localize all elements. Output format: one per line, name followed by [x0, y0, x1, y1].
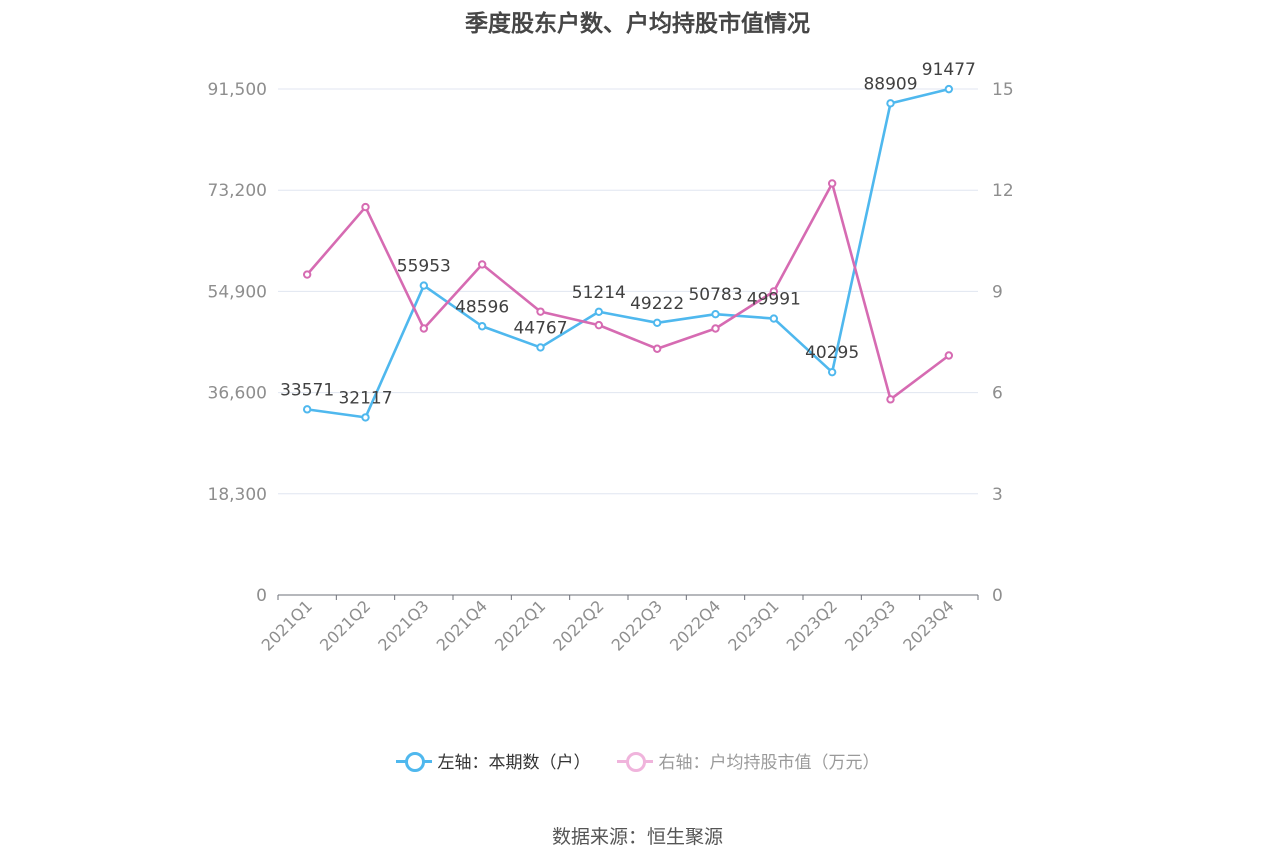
y-right-tick-label: 12 [992, 181, 1014, 201]
x-tick-label: 2023Q2 [783, 596, 841, 654]
series-point-right [536, 307, 545, 316]
x-tick-label: 2021Q2 [316, 596, 374, 654]
y-right-tick-label: 9 [992, 282, 1003, 302]
y-left-tick-label: 54,900 [208, 282, 267, 302]
axes: 0 0 18,300 3 36,600 6 54,900 9 73,200 12 91,500 15 2… [208, 80, 1014, 655]
series-point-right [652, 344, 662, 353]
legend-right-label: 右轴：户均持股市值（万元） [658, 753, 880, 773]
x-tick-label: 2022Q4 [666, 596, 724, 654]
series-point-right [302, 270, 312, 279]
y-right-tick-label: 0 [992, 586, 1003, 606]
y-left-tick-label: 0 [256, 586, 267, 606]
series-point-right [711, 324, 720, 333]
data-label: 40295 [805, 343, 859, 363]
series-point-right [944, 351, 954, 360]
y-left-tick-label: 91,500 [208, 80, 267, 100]
x-tick-label: 2021Q3 [374, 596, 432, 654]
data-label: 33571 [280, 380, 334, 400]
legend-item-left-axis[interactable]: 左轴：本期数（户） [395, 748, 591, 773]
series-point-left [886, 99, 895, 108]
chart-title: 季度股东户数、户均持股市值情况 [465, 11, 810, 37]
series-point-left [827, 367, 837, 377]
data-label: 49222 [630, 294, 684, 314]
series-point-left [594, 307, 604, 316]
legend-right-swatch-icon [616, 751, 653, 772]
y-right-tick-label: 3 [992, 485, 1003, 505]
x-tick-label: 2022Q2 [549, 596, 607, 654]
series-point-right [827, 179, 837, 188]
series-point-left [711, 309, 720, 319]
data-label: 88909 [863, 74, 917, 94]
series-point-left [361, 413, 370, 422]
data-label: 51214 [572, 283, 626, 303]
data-label: 50783 [688, 285, 742, 305]
data-label: 55953 [397, 257, 451, 277]
series-point-left [652, 318, 662, 327]
x-tick-label: 2022Q1 [491, 596, 549, 654]
series-point-left [536, 343, 545, 352]
series-point-left [419, 281, 429, 290]
data-label: 32117 [338, 388, 392, 408]
series-point-right [886, 395, 895, 404]
series-point-left [944, 84, 954, 94]
grid-lines [278, 88, 978, 495]
series-point-right [419, 324, 429, 333]
series-point-left [477, 322, 487, 331]
x-tick-label: 2021Q4 [433, 596, 491, 654]
series-line-right [306, 182, 950, 401]
source-note: 数据来源：恒生聚源 [551, 826, 723, 848]
y-left-tick-label: 36,600 [208, 384, 267, 404]
data-label: 48596 [455, 297, 509, 317]
series-line-left [306, 87, 950, 419]
series-point-right [361, 202, 370, 212]
series-point-left [302, 405, 312, 414]
data-label: 44767 [513, 318, 567, 338]
y-left-tick-label: 73,200 [208, 181, 267, 201]
legend-left-swatch-icon [395, 751, 432, 772]
y-right-tick-label: 15 [992, 80, 1014, 100]
x-tick-label: 2023Q3 [841, 596, 899, 654]
x-tick-label: 2022Q3 [608, 596, 666, 654]
data-label: 49991 [747, 290, 801, 310]
y-right-tick-label: 6 [992, 384, 1003, 404]
legend: 左轴：本期数（户） 右轴：户均持股市值（万元） [0, 748, 1275, 773]
series-point-right [594, 320, 604, 330]
legend-item-right-axis[interactable]: 右轴：户均持股市值（万元） [616, 748, 880, 773]
series [302, 84, 954, 422]
x-tick-label: 2023Q1 [724, 596, 782, 654]
chart-plot-area: 0 0 18,300 3 36,600 6 54,900 9 73,200 12 91,500 15 2… [208, 60, 1014, 655]
series-point-left [769, 314, 779, 323]
x-tick-label: 2023Q4 [899, 596, 957, 654]
data-label: 91477 [922, 60, 976, 80]
legend-left-label: 左轴：本期数（户） [437, 753, 591, 773]
y-left-tick-label: 18,300 [208, 485, 267, 505]
series-point-right [769, 287, 779, 296]
series-point-right [477, 260, 487, 269]
